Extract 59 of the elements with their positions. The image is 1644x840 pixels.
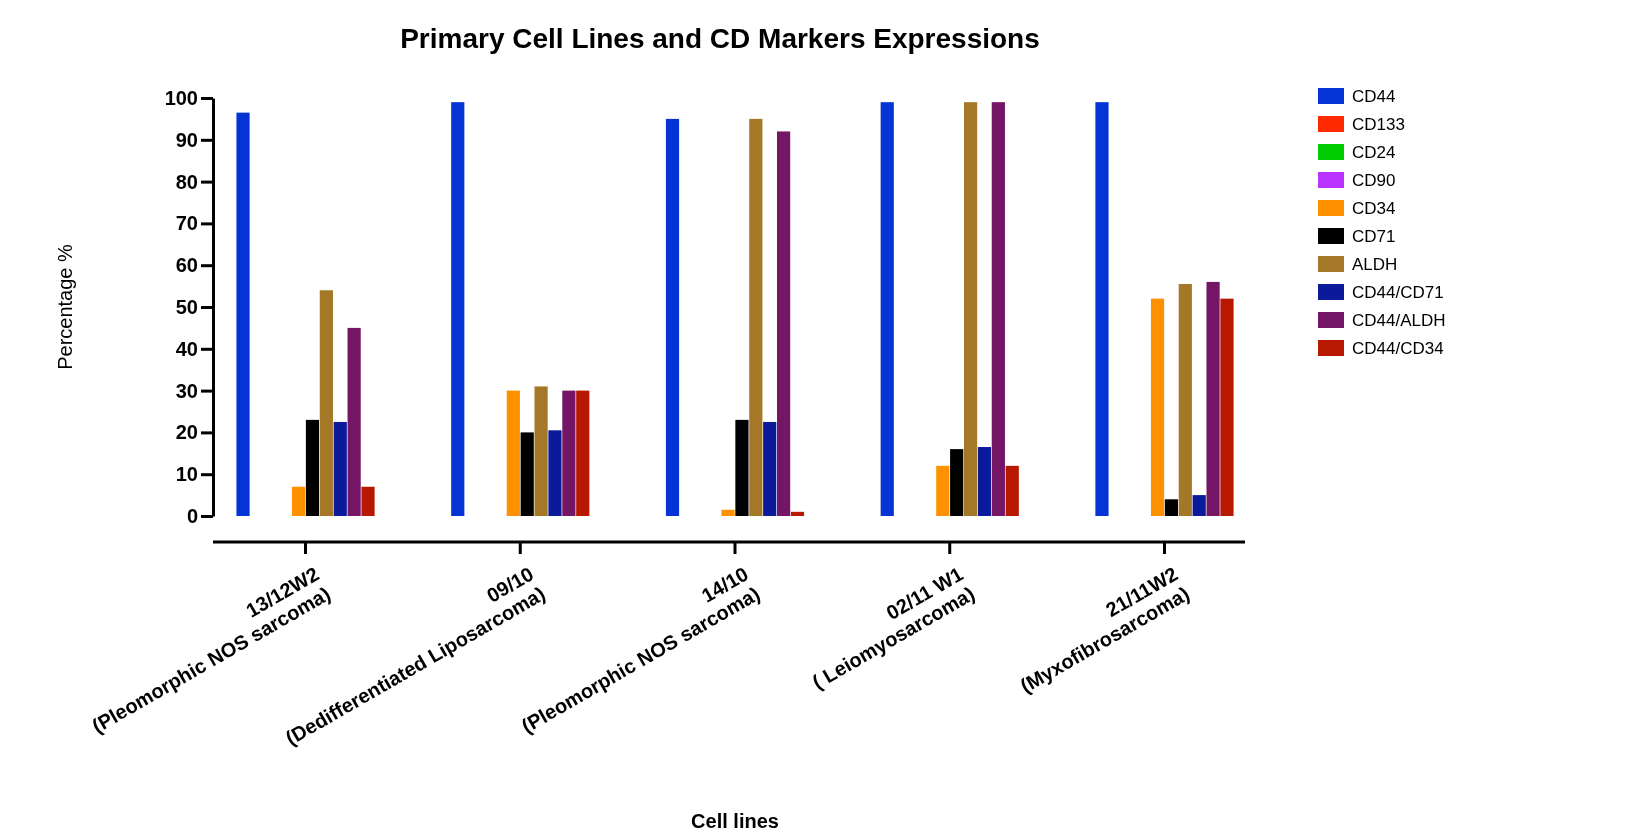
y-tick-label: 50 xyxy=(175,295,198,318)
bar xyxy=(880,102,894,516)
legend-label: CD44/CD34 xyxy=(1352,339,1444,358)
bar xyxy=(963,102,978,516)
bar xyxy=(735,419,749,516)
bar xyxy=(361,486,375,516)
y-tick-label: 0 xyxy=(186,504,198,527)
legend-label: CD90 xyxy=(1352,171,1396,190)
y-tick-label: 10 xyxy=(175,463,198,486)
bar xyxy=(749,118,763,516)
bar xyxy=(291,486,306,516)
legend-label: ALDH xyxy=(1352,255,1398,274)
bar xyxy=(1178,284,1192,516)
bar xyxy=(562,390,576,516)
y-tick-label: 100 xyxy=(164,86,198,109)
bar xyxy=(576,390,590,516)
bar xyxy=(721,509,735,516)
y-tick-label: 40 xyxy=(175,337,198,360)
x-axis-title: Cell lines xyxy=(691,810,779,832)
chart-title: Primary Cell Lines and CD Markers Expressions xyxy=(400,23,1040,54)
bar xyxy=(1005,465,1019,516)
y-tick-label: 20 xyxy=(175,421,198,444)
legend-label: CD24 xyxy=(1352,143,1396,162)
legend-label: CD44/ALDH xyxy=(1352,311,1446,330)
y-tick-label: 60 xyxy=(175,254,198,277)
bar xyxy=(665,118,680,516)
y-tick-label: 30 xyxy=(175,379,198,402)
legend-label: CD44/CD71 xyxy=(1352,283,1444,302)
bar xyxy=(936,465,950,516)
legend-label: CD34 xyxy=(1352,199,1396,218)
y-axis-title: Percentage % xyxy=(54,243,76,370)
bar xyxy=(305,419,320,516)
bar xyxy=(1095,102,1109,516)
bar xyxy=(1150,298,1165,516)
bar xyxy=(977,447,992,516)
bar xyxy=(548,430,562,516)
bar xyxy=(790,511,805,516)
y-tick-label: 70 xyxy=(175,212,198,235)
bar xyxy=(347,327,361,516)
y-tick-label: 90 xyxy=(175,128,198,151)
bar xyxy=(1206,281,1220,516)
bar xyxy=(1192,495,1206,516)
bar xyxy=(236,112,250,516)
legend-label: CD133 xyxy=(1352,115,1405,134)
legend-label: CD71 xyxy=(1352,227,1396,246)
bar xyxy=(777,131,791,516)
bar xyxy=(506,390,520,516)
bar xyxy=(991,102,1005,516)
bar xyxy=(950,449,964,516)
bar xyxy=(1164,499,1179,516)
y-tick-label: 80 xyxy=(175,170,198,193)
bar xyxy=(451,102,465,516)
bar xyxy=(319,290,333,516)
bar xyxy=(333,421,347,516)
bar xyxy=(763,421,777,516)
bar xyxy=(1220,298,1234,516)
bar xyxy=(520,432,534,516)
bar xyxy=(534,386,548,516)
legend-label: CD44 xyxy=(1352,87,1396,106)
